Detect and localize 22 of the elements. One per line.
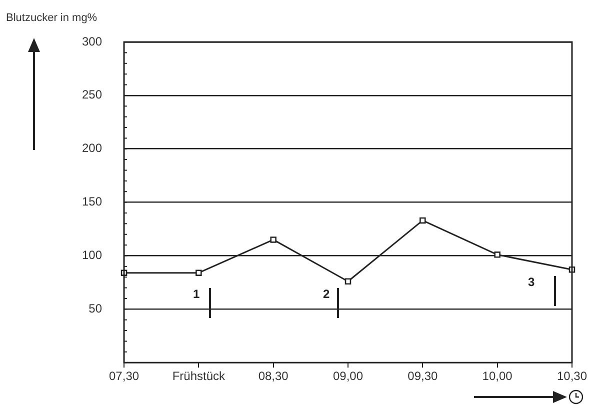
- point: [494, 252, 500, 258]
- x-tick-label: 10,00: [482, 369, 513, 384]
- point: [196, 270, 202, 276]
- x-tick-label: 07,30: [109, 369, 140, 384]
- y-tick-label: 50: [88, 301, 102, 316]
- x-tick-label: 09,00: [332, 369, 364, 384]
- y-tick-label: 200: [82, 141, 102, 156]
- y-tick-label: 300: [82, 34, 102, 48]
- y-tick-label: 150: [82, 194, 102, 209]
- x-tick-label: 08,30: [258, 369, 289, 384]
- point: [344, 278, 352, 285]
- annotation: 2: [323, 287, 330, 301]
- y-axis-title: Blutzucker in mg%: [6, 12, 98, 24]
- y-tick-label: 100: [82, 248, 102, 262]
- y-tick-label: 250: [82, 88, 102, 102]
- point: [420, 217, 426, 224]
- x-tick-label: Frühstück: [172, 369, 226, 384]
- x-tick-label: 09,30: [408, 369, 438, 384]
- annotation: 3: [528, 275, 535, 289]
- annotation: 1: [193, 287, 200, 301]
- point: [270, 236, 276, 243]
- x-tick-label: 10,30: [556, 369, 588, 384]
